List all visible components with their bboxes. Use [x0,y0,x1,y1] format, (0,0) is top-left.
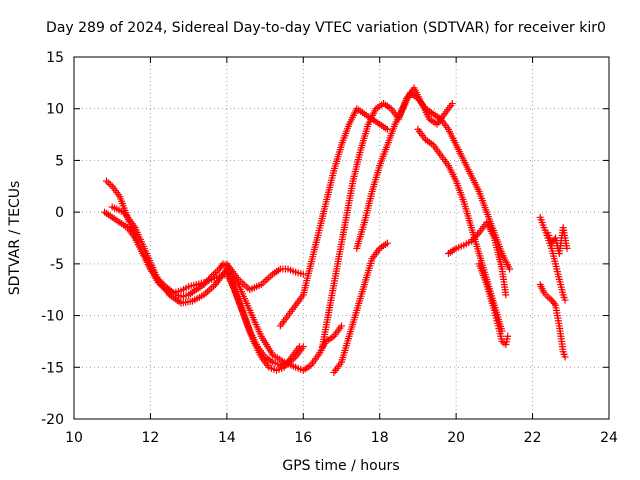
series-arc-n [544,224,571,258]
series-arc-l [536,281,569,361]
grid-lines [74,57,609,419]
series-arc-f [318,84,456,351]
chart-title: Day 289 of 2024, Sidereal Day-to-day VTE… [46,20,606,36]
x-tick-label: 22 [524,430,542,446]
data-point [383,239,391,247]
series-arc-k [475,260,512,349]
y-axis-label: SDTVAR / TECUs [7,181,23,296]
axis-ticks: 10 12 14 16 18 20 22 24 -20 -15 -10 -5 0 5 10 15 [41,50,618,446]
y-tick-label: -5 [50,257,64,273]
data-point-fill [469,235,477,243]
data-point [299,270,307,278]
data-point-fill [470,234,478,242]
y-tick-label: -20 [41,412,64,428]
data-points [101,84,571,376]
x-tick-label: 20 [447,430,465,446]
data-point [448,100,456,108]
data-point-fill [472,232,480,240]
series-arc-b [101,208,307,369]
series-arc-d [223,260,307,294]
y-tick-label: 0 [55,205,64,221]
data-point [299,343,307,351]
series-arc-c [108,203,345,374]
x-tick-label: 24 [600,430,618,446]
y-tick-label: 15 [46,50,64,66]
series-arc-h [353,89,514,273]
data-point [506,265,514,273]
data-point [504,332,512,340]
y-tick-label: -15 [41,360,64,376]
x-tick-label: 18 [371,430,389,446]
x-tick-label: 14 [218,430,236,446]
x-tick-label: 12 [142,430,160,446]
y-tick-label: 5 [55,153,64,169]
series-arc-j [445,218,510,299]
series-arc-e [276,105,391,330]
data-point [338,322,345,330]
series-arc-g [330,239,391,376]
data-point [502,291,510,299]
x-axis-label: GPS time / hours [282,458,399,474]
data-point [467,237,475,245]
data-point [383,125,391,133]
data-point [563,244,571,252]
plot-frame [73,56,610,420]
data-point-fill [474,230,482,238]
data-point-fill [550,300,558,308]
x-tick-label: 16 [294,430,312,446]
data-point [561,296,569,304]
x-tick-label: 10 [65,430,83,446]
y-tick-label: 10 [46,102,64,118]
y-tick-label: -10 [41,309,64,325]
data-point [561,353,569,361]
